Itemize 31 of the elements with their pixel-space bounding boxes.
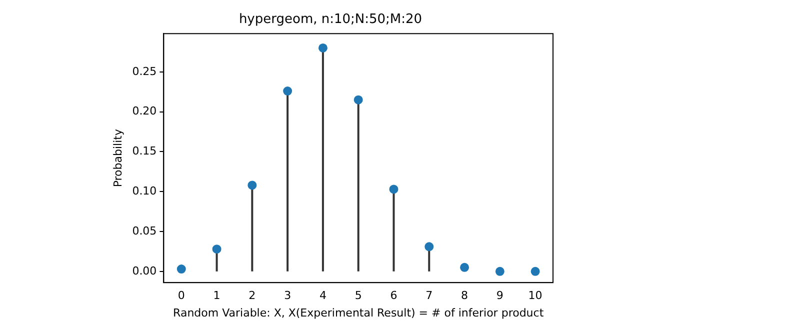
x-tick-label: 8	[461, 289, 468, 302]
y-tick-label: 0.15	[132, 144, 157, 158]
chart-title: hypergeom, n:10;N:50;M:20	[238, 12, 422, 28]
point	[389, 184, 398, 194]
y-tick-label: 0.05	[132, 224, 157, 238]
x-tick-label: 10	[528, 289, 542, 302]
point	[530, 266, 540, 276]
y-tick-label: 0.00	[132, 264, 157, 278]
x-tick-label: 9	[496, 289, 504, 302]
point	[424, 242, 434, 252]
y-tick-label: 0.25	[132, 64, 157, 78]
point	[212, 244, 222, 254]
x-tick-label: 0	[178, 289, 185, 302]
x-tick-label: 7	[426, 289, 433, 302]
x-tick-label: 6	[390, 289, 398, 302]
point	[283, 86, 292, 96]
y-tick-label: 0.20	[132, 104, 157, 118]
x-tick-label: 5	[354, 289, 362, 302]
point	[495, 266, 504, 276]
point	[176, 264, 186, 274]
point	[354, 95, 363, 104]
x-tick-label: 2	[248, 289, 256, 302]
x-tick-label: 1	[213, 289, 220, 302]
point	[318, 43, 328, 52]
x-tick-label: 4	[319, 289, 326, 302]
y-tick-label: 0.10	[132, 184, 157, 198]
x-tick-label: 3	[284, 289, 292, 302]
point	[248, 180, 257, 190]
y-axis-title: Probability	[111, 128, 124, 188]
point	[460, 262, 470, 272]
x-axis-title: Random Variable: X, X(Experimental Result) = # of inferior product	[173, 306, 544, 320]
